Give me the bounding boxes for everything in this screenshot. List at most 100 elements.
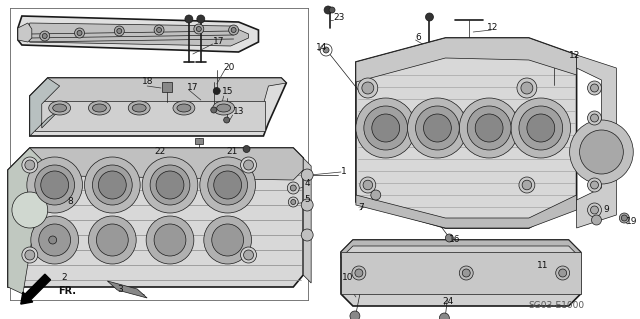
Circle shape: [445, 234, 453, 242]
Circle shape: [591, 206, 598, 214]
FancyArrow shape: [21, 274, 51, 304]
Circle shape: [224, 117, 230, 123]
Polygon shape: [356, 38, 577, 228]
Polygon shape: [162, 82, 172, 92]
Circle shape: [352, 266, 366, 280]
Circle shape: [291, 185, 296, 191]
Circle shape: [40, 31, 50, 41]
Circle shape: [588, 111, 602, 125]
Ellipse shape: [212, 101, 235, 115]
Circle shape: [301, 199, 313, 211]
Circle shape: [356, 98, 415, 158]
Text: 18: 18: [142, 78, 154, 86]
Polygon shape: [28, 23, 248, 46]
Circle shape: [320, 44, 332, 56]
Circle shape: [154, 224, 186, 256]
Polygon shape: [18, 23, 32, 42]
Polygon shape: [8, 148, 45, 294]
Circle shape: [75, 28, 84, 38]
Circle shape: [360, 177, 376, 193]
Circle shape: [424, 114, 451, 142]
Text: 22: 22: [154, 147, 165, 157]
Circle shape: [556, 266, 570, 280]
Text: 11: 11: [537, 262, 548, 271]
Circle shape: [288, 197, 298, 207]
Text: 14: 14: [316, 43, 328, 53]
Ellipse shape: [173, 101, 195, 115]
Circle shape: [25, 250, 35, 260]
Circle shape: [559, 269, 566, 277]
Ellipse shape: [49, 101, 70, 115]
Circle shape: [324, 6, 332, 14]
Circle shape: [157, 27, 161, 33]
Circle shape: [462, 269, 470, 277]
Circle shape: [196, 26, 202, 32]
Circle shape: [588, 81, 602, 95]
Circle shape: [244, 250, 253, 260]
Circle shape: [22, 157, 38, 173]
Circle shape: [117, 28, 122, 33]
Text: FR.: FR.: [58, 286, 76, 296]
Circle shape: [355, 269, 363, 277]
Text: 21: 21: [227, 147, 238, 157]
Polygon shape: [108, 281, 147, 298]
Circle shape: [519, 106, 563, 150]
Circle shape: [358, 78, 378, 98]
Text: 19: 19: [627, 218, 638, 226]
Circle shape: [527, 114, 555, 142]
Circle shape: [621, 215, 627, 221]
Circle shape: [570, 120, 633, 184]
Circle shape: [521, 82, 533, 94]
Circle shape: [92, 165, 132, 205]
Text: 12: 12: [569, 51, 580, 61]
Circle shape: [154, 25, 164, 35]
Circle shape: [228, 25, 239, 35]
Ellipse shape: [92, 104, 106, 112]
Circle shape: [350, 311, 360, 319]
Circle shape: [197, 15, 205, 23]
Circle shape: [211, 107, 217, 113]
Circle shape: [213, 87, 220, 94]
Polygon shape: [195, 138, 203, 144]
Ellipse shape: [52, 104, 67, 112]
Polygon shape: [8, 148, 303, 287]
Circle shape: [156, 171, 184, 199]
Circle shape: [460, 266, 473, 280]
Text: 13: 13: [232, 108, 244, 116]
Circle shape: [35, 165, 75, 205]
Text: 4: 4: [304, 180, 310, 189]
Circle shape: [591, 114, 598, 122]
Ellipse shape: [128, 101, 150, 115]
Circle shape: [301, 169, 313, 181]
Circle shape: [115, 26, 124, 36]
Circle shape: [200, 157, 255, 213]
Circle shape: [25, 160, 35, 170]
Circle shape: [588, 178, 602, 192]
Polygon shape: [8, 148, 303, 180]
Circle shape: [362, 82, 374, 94]
Circle shape: [27, 157, 83, 213]
Circle shape: [301, 229, 313, 241]
Circle shape: [31, 216, 79, 264]
Polygon shape: [341, 240, 580, 306]
Polygon shape: [303, 158, 311, 283]
Polygon shape: [356, 38, 577, 82]
Circle shape: [323, 47, 329, 53]
Circle shape: [39, 224, 70, 256]
Circle shape: [522, 180, 532, 190]
Circle shape: [208, 165, 248, 205]
Circle shape: [511, 98, 571, 158]
Circle shape: [371, 190, 381, 200]
Text: 17: 17: [187, 84, 198, 93]
Text: 23: 23: [333, 13, 344, 23]
Circle shape: [364, 106, 408, 150]
Circle shape: [519, 177, 535, 193]
Text: 15: 15: [221, 87, 233, 97]
Polygon shape: [341, 252, 580, 294]
Text: 17: 17: [212, 38, 224, 47]
Circle shape: [142, 157, 198, 213]
Text: 10: 10: [342, 273, 353, 283]
Text: SG03-E1000: SG03-E1000: [529, 300, 585, 309]
Polygon shape: [30, 78, 286, 136]
Circle shape: [287, 182, 300, 194]
